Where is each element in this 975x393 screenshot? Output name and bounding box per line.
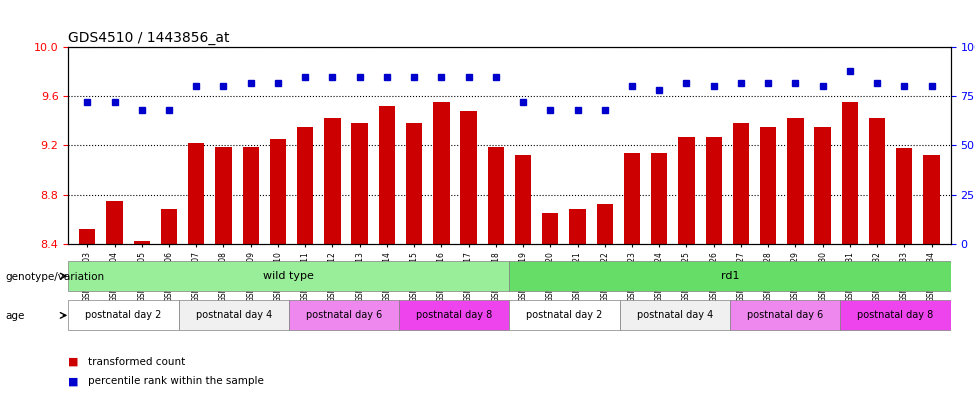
Text: rd1: rd1 [721, 271, 739, 281]
Bar [406, 123, 422, 244]
FancyBboxPatch shape [68, 261, 510, 291]
Bar [488, 147, 504, 244]
Text: postnatal day 6: postnatal day 6 [306, 310, 382, 320]
FancyBboxPatch shape [840, 300, 951, 331]
Bar [325, 118, 340, 244]
Text: age: age [5, 311, 24, 321]
Bar [841, 103, 858, 244]
Text: ■: ■ [68, 356, 79, 367]
Text: percentile rank within the sample: percentile rank within the sample [88, 376, 263, 386]
Text: postnatal day 2: postnatal day 2 [526, 310, 603, 320]
Bar [297, 127, 313, 244]
Bar [787, 118, 803, 244]
Bar [460, 111, 477, 244]
Bar [542, 213, 559, 244]
Bar [515, 155, 531, 244]
Text: postnatal day 8: postnatal day 8 [857, 310, 934, 320]
Text: GDS4510 / 1443856_at: GDS4510 / 1443856_at [68, 31, 230, 45]
FancyBboxPatch shape [399, 300, 510, 331]
Text: transformed count: transformed count [88, 356, 185, 367]
Bar [760, 127, 776, 244]
FancyBboxPatch shape [510, 261, 951, 291]
Text: postnatal day 4: postnatal day 4 [637, 310, 713, 320]
Bar [624, 153, 641, 244]
Bar [869, 118, 885, 244]
Text: ■: ■ [68, 376, 79, 386]
Bar [215, 147, 232, 244]
Bar [814, 127, 831, 244]
Bar [923, 155, 940, 244]
Text: postnatal day 2: postnatal day 2 [85, 310, 162, 320]
Bar [79, 229, 96, 244]
Bar [351, 123, 368, 244]
Bar [597, 204, 613, 244]
Bar [433, 103, 449, 244]
Bar [733, 123, 749, 244]
Bar [134, 241, 150, 244]
FancyBboxPatch shape [510, 300, 620, 331]
FancyBboxPatch shape [178, 300, 289, 331]
FancyBboxPatch shape [620, 300, 730, 331]
Text: postnatal day 4: postnatal day 4 [196, 310, 272, 320]
FancyBboxPatch shape [730, 300, 840, 331]
Bar [106, 201, 123, 244]
Bar [188, 143, 205, 244]
Bar [270, 139, 286, 244]
Bar [679, 137, 694, 244]
Text: genotype/variation: genotype/variation [5, 272, 104, 282]
Bar [896, 148, 913, 244]
Bar [569, 209, 586, 244]
Bar [378, 106, 395, 244]
Bar [243, 147, 259, 244]
Text: postnatal day 6: postnatal day 6 [747, 310, 823, 320]
Bar [706, 137, 722, 244]
Bar [651, 153, 668, 244]
FancyBboxPatch shape [68, 300, 178, 331]
Bar [161, 209, 177, 244]
Text: postnatal day 8: postnatal day 8 [416, 310, 492, 320]
Text: wild type: wild type [263, 271, 314, 281]
FancyBboxPatch shape [289, 300, 399, 331]
